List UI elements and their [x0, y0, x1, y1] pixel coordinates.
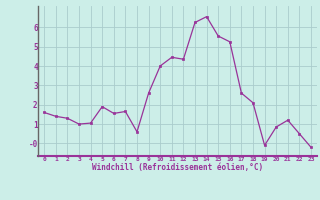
X-axis label: Windchill (Refroidissement éolien,°C): Windchill (Refroidissement éolien,°C) [92, 163, 263, 172]
